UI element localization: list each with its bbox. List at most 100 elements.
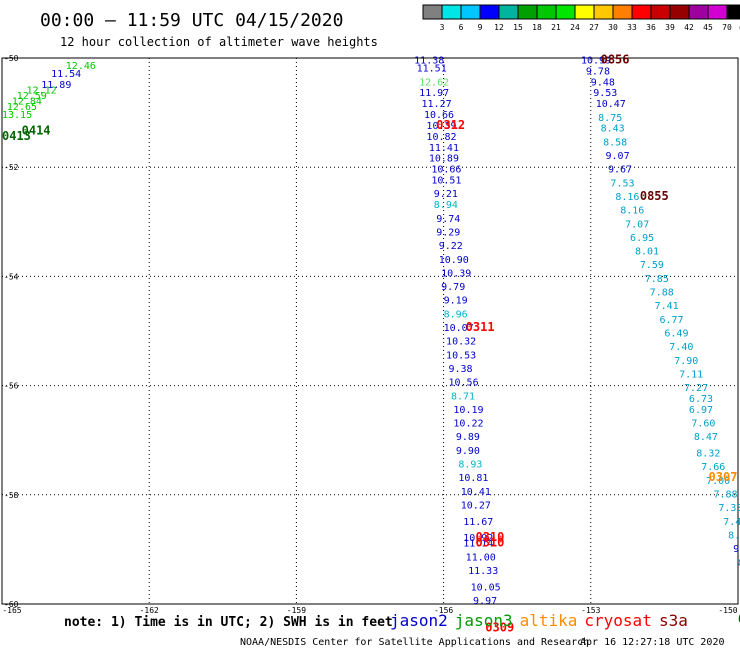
legend-swatch <box>593 4 614 20</box>
legend-tick-label: 42 <box>684 23 694 32</box>
wave-height-label: 10.92 <box>463 533 493 544</box>
wave-height-label: 10.27 <box>461 500 491 511</box>
mission-legend-item: s3a <box>659 611 688 630</box>
x-tick-label: -153 <box>581 606 600 615</box>
pass-time-label: 0414 <box>22 123 51 137</box>
pass-time-label: 0856 <box>601 52 630 66</box>
wave-height-label: 12.65 <box>7 102 37 113</box>
wave-height-label: 10.19 <box>453 405 483 416</box>
wave-height-label: 8.16 <box>620 206 644 217</box>
wave-height-label: 8.58 <box>603 137 627 148</box>
wave-height-label: 7.90 <box>674 356 698 367</box>
chart-title: 00:00 – 11:59 UTC 04/15/2020 <box>40 10 343 31</box>
x-tick-label: -159 <box>287 606 306 615</box>
wave-height-label: 8.43 <box>601 124 625 135</box>
mission-legend: jason2 jason3 altika cryosat s3a <box>390 611 688 630</box>
pass-time-label: 0855 <box>640 189 669 203</box>
wave-height-label: 8.01 <box>635 247 659 258</box>
wave-height-label: 7.41 <box>655 301 679 312</box>
wave-height-label: 6.95 <box>630 233 654 244</box>
legend-swatch <box>555 4 576 20</box>
pass-time-label: 0310 <box>475 536 504 550</box>
wave-height-label: 10.51 <box>431 176 461 187</box>
legend-swatch <box>631 4 652 20</box>
wave-height-label: 8.96 <box>444 309 468 320</box>
y-tick-label: -50 <box>4 54 19 63</box>
x-tick-label: -150 <box>718 606 737 615</box>
x-tick-labels: -165 -162 -159 -156 -153 -150 <box>2 606 737 615</box>
pass-time-label: 0307 <box>709 470 738 484</box>
wave-height-label: 12.46 <box>66 61 96 72</box>
wave-height-label: 11.38 <box>414 55 444 66</box>
wave-height-label: 10.82 <box>426 132 456 143</box>
wave-height-label: 9.29 <box>436 227 460 238</box>
y-tick-label: -60 <box>4 600 19 609</box>
wave-height-label: 10.22 <box>453 419 483 430</box>
pass-time-label: 0311 <box>466 320 495 334</box>
wave-height-label: 10.39 <box>441 268 471 279</box>
wave-height-label: 9.78 <box>586 66 610 77</box>
footer-note: note: 1) Time is in UTC; 2) SWH is in fe… <box>64 615 393 630</box>
legend-tick-label: 18 <box>532 23 542 32</box>
wave-height-label: 7.00 <box>706 476 730 487</box>
legend-tick-label: 21 <box>551 23 561 32</box>
wave-height-label: 9.19 <box>444 296 468 307</box>
footer-timestamp: Apr 16 12:27:18 UTC 2020 <box>580 637 725 648</box>
wave-height-label: 8.75 <box>598 113 622 124</box>
legend-tick-label: 39 <box>665 23 675 32</box>
wave-height-label: 12.12 <box>27 85 57 96</box>
wave-height-label: 7.53 <box>610 178 634 189</box>
wave-height-label: 9.74 <box>436 214 460 225</box>
mission-legend-item: cryosat <box>584 611 651 630</box>
y-tick-label: -52 <box>4 163 19 172</box>
wave-height-label: 11.89 <box>41 80 71 91</box>
wave-height-label: 8.93 <box>458 460 482 471</box>
legend-swatch <box>650 4 671 20</box>
wave-height-label: 10.41 <box>461 487 491 498</box>
y-tick-labels: -50 -52 -54 -56 -58 -60 <box>4 54 19 609</box>
wave-height-label: 6.77 <box>659 315 683 326</box>
legend-swatch <box>574 4 595 20</box>
wave-height-label: 7.33 <box>718 503 740 514</box>
legend-tick-label: 6 <box>459 23 464 32</box>
wave-height-label: 11.14 <box>463 539 493 550</box>
wave-height-label: 11.51 <box>417 64 447 75</box>
wave-height-label: 7.88 <box>713 490 737 501</box>
wave-height-label: 12.59 <box>17 91 47 102</box>
wave-height-label: 7.07 <box>625 219 649 230</box>
wave-height-label: 8.57 <box>728 530 740 541</box>
wave-height-label: 7.27 <box>684 383 708 394</box>
legend-swatch <box>422 4 443 20</box>
wave-height-label: 9.79 <box>441 282 465 293</box>
wave-height-label: 7.66 <box>701 462 725 473</box>
legend-tick-label: 45 <box>703 23 713 32</box>
wave-height-label: 12.62 <box>419 77 449 88</box>
mission-legend-item: altika <box>520 611 578 630</box>
wave-height-label: 12.84 <box>12 96 42 107</box>
wave-height-label: 11.54 <box>51 69 81 80</box>
legend-swatch <box>460 4 481 20</box>
wave-height-label: 7.46 <box>723 517 740 528</box>
wave-height-label: 6.97 <box>689 405 713 416</box>
x-tick-label: -165 <box>2 606 21 615</box>
wave-height-label: 9.21 <box>434 189 458 200</box>
plot-frame <box>1 57 739 605</box>
wave-height-label: 6.73 <box>689 394 713 405</box>
legend-swatch <box>498 4 519 20</box>
legend-tick-label: 70 <box>722 23 732 32</box>
wave-height-label: 7.85 <box>645 274 669 285</box>
y-tick-label: -58 <box>4 491 19 500</box>
wave-height-label: 10.90 <box>439 255 469 266</box>
legend-tick-label: 9 <box>478 23 483 32</box>
wave-height-label: 9.97 <box>473 596 497 607</box>
legend-swatch <box>536 4 557 20</box>
legend-swatch <box>517 4 538 20</box>
wave-height-label: 9.02 <box>733 544 740 555</box>
x-tick-label: -156 <box>434 606 453 615</box>
legend-swatch <box>688 4 709 20</box>
x-tick-label: -162 <box>140 606 159 615</box>
wave-height-label: 8.47 <box>694 432 718 443</box>
wave-height-label: 8.94 <box>434 200 458 211</box>
